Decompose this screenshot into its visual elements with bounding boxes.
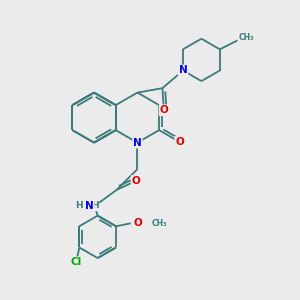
Text: O: O [175,137,184,147]
Text: O: O [132,176,140,186]
Text: H: H [75,201,82,210]
Text: N: N [179,65,188,76]
Text: CH₃: CH₃ [239,33,254,42]
Text: Cl: Cl [71,257,82,267]
Text: H: H [91,201,98,210]
Text: N: N [85,201,94,211]
Text: O: O [134,218,142,228]
Text: N: N [133,138,142,148]
Text: O: O [160,105,168,115]
Text: CH₃: CH₃ [151,219,167,228]
